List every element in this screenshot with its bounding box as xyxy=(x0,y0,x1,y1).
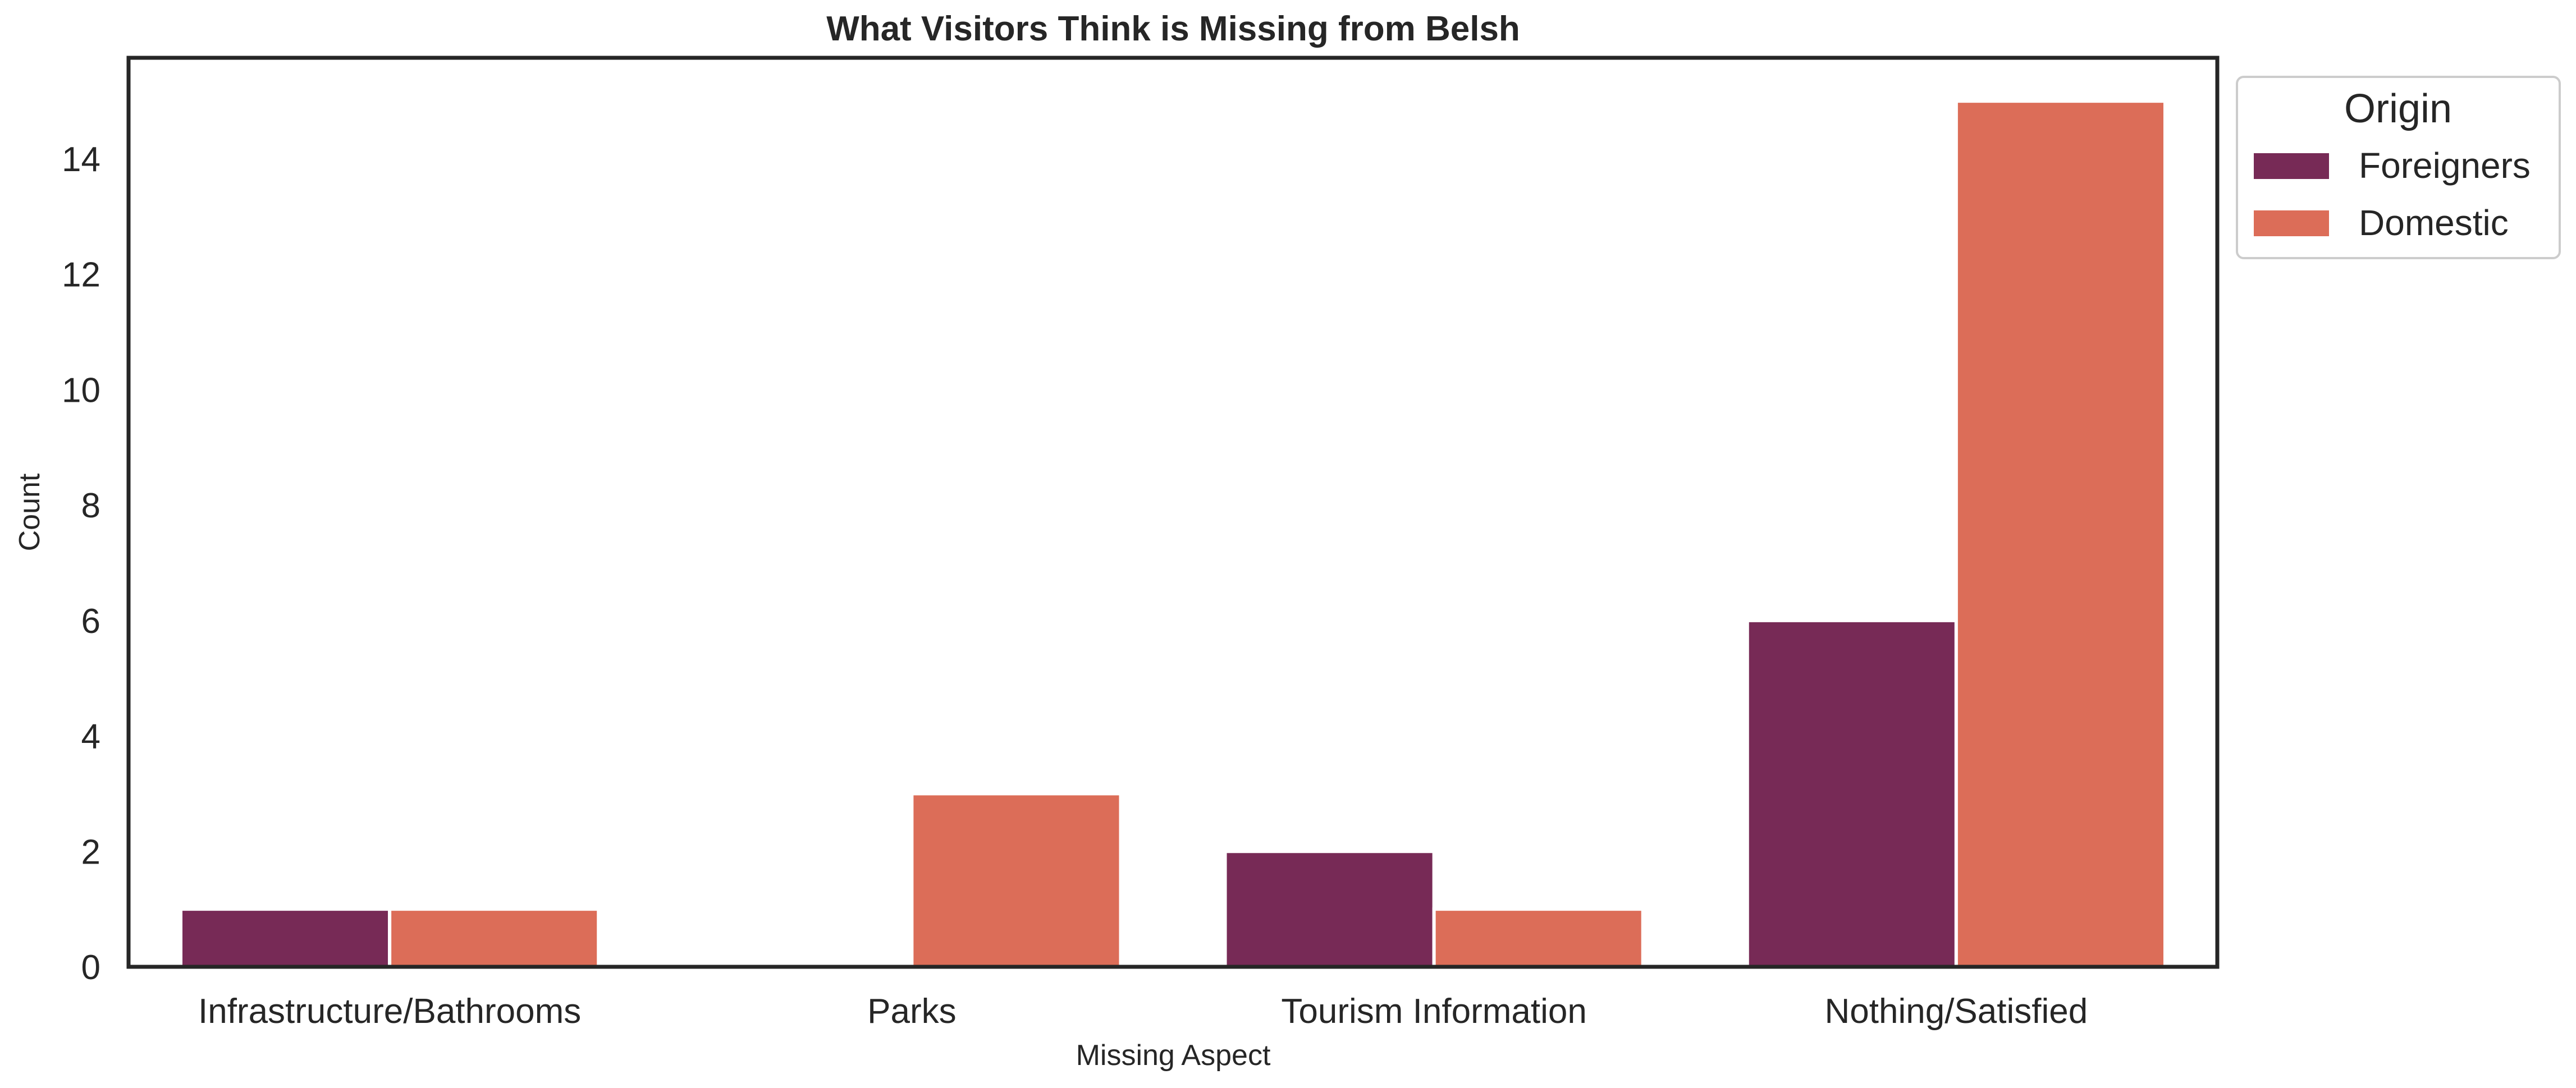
y-tick-label-0: 0 xyxy=(81,948,100,987)
legend-label-foreigners: Foreigners xyxy=(2359,145,2531,186)
x-tick-label-2: Tourism Information xyxy=(1281,992,1586,1031)
y-tick-label-2: 4 xyxy=(81,718,100,756)
legend-swatch-foreigners xyxy=(2254,153,2329,179)
y-tick-label-3: 6 xyxy=(81,602,100,641)
x-tick-label-0: Infrastructure/Bathrooms xyxy=(198,992,581,1031)
y-axis-ticks: 0 2 4 6 8 10 12 14 xyxy=(62,140,100,987)
legend-label-domestic: Domestic xyxy=(2359,203,2509,243)
bar-domestic-1 xyxy=(910,792,1123,969)
y-tick-label-6: 12 xyxy=(62,256,100,295)
bars-group xyxy=(179,99,2167,969)
bar-domestic-3 xyxy=(1954,99,2167,969)
legend-swatch-domestic xyxy=(2254,210,2329,236)
legend-title: Origin xyxy=(2344,86,2452,131)
y-tick-label-7: 14 xyxy=(62,140,100,179)
legend: Origin Foreigners Domestic xyxy=(2236,76,2561,259)
x-tick-label-3: Nothing/Satisfied xyxy=(1825,992,2088,1031)
x-tick-label-1: Parks xyxy=(867,992,956,1031)
x-axis-ticks: Infrastructure/Bathrooms Parks Tourism Inf… xyxy=(198,992,2088,1031)
chart-title: What Visitors Think is Missing from Bels… xyxy=(826,10,1520,48)
y-tick-label-4: 8 xyxy=(81,486,100,525)
y-axis-label: Count xyxy=(13,473,46,551)
bar-domestic-0 xyxy=(388,907,601,968)
plot-frame xyxy=(126,56,2220,969)
y-tick-label-1: 2 xyxy=(81,833,100,871)
bar-domestic-2 xyxy=(1432,907,1645,968)
bar-foreigners-3 xyxy=(1745,618,1958,969)
bar-foreigners-2 xyxy=(1223,850,1436,969)
y-tick-label-5: 10 xyxy=(62,371,100,410)
bar-foreigners-0 xyxy=(179,907,392,968)
x-axis-label: Missing Aspect xyxy=(1076,1039,1271,1072)
